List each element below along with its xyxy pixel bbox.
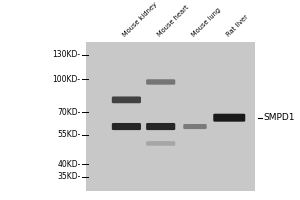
Text: Mouse lung: Mouse lung: [191, 7, 222, 38]
Text: 55KD-: 55KD-: [57, 130, 81, 139]
FancyBboxPatch shape: [146, 141, 175, 146]
FancyBboxPatch shape: [86, 42, 255, 191]
Text: Rat liver: Rat liver: [225, 14, 249, 38]
Text: 35KD-: 35KD-: [57, 172, 81, 181]
Text: 100KD-: 100KD-: [52, 75, 81, 84]
Text: Mouse kidney: Mouse kidney: [122, 1, 159, 38]
Text: 70KD-: 70KD-: [57, 108, 81, 117]
Text: SMPD1: SMPD1: [263, 113, 295, 122]
Text: Mouse heart: Mouse heart: [157, 5, 190, 38]
Text: 40KD-: 40KD-: [57, 160, 81, 169]
FancyBboxPatch shape: [213, 114, 245, 122]
Text: 130KD-: 130KD-: [52, 50, 81, 59]
FancyBboxPatch shape: [112, 96, 141, 103]
FancyBboxPatch shape: [146, 79, 175, 85]
FancyBboxPatch shape: [146, 123, 175, 130]
FancyBboxPatch shape: [112, 123, 141, 130]
FancyBboxPatch shape: [183, 124, 207, 129]
